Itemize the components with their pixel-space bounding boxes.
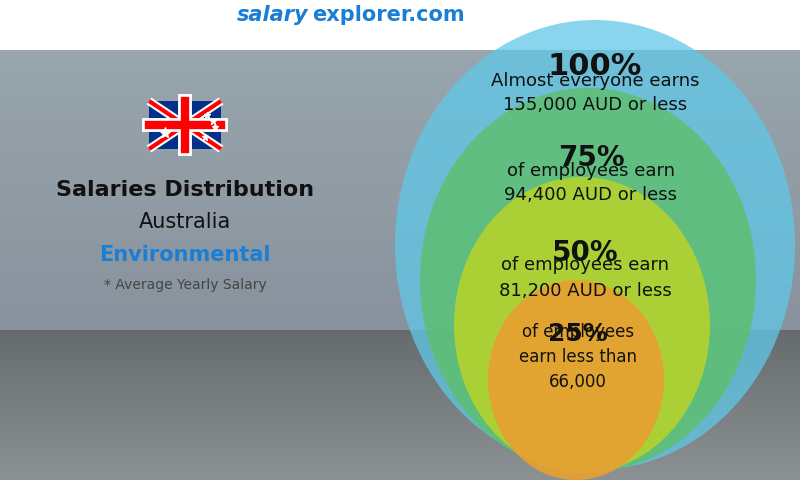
- Text: Salaries Distribution: Salaries Distribution: [56, 180, 314, 200]
- Ellipse shape: [420, 88, 756, 472]
- FancyBboxPatch shape: [149, 101, 221, 149]
- Text: 25%: 25%: [548, 322, 608, 346]
- Text: salary: salary: [236, 5, 308, 25]
- Text: * Average Yearly Salary: * Average Yearly Salary: [104, 278, 266, 292]
- Ellipse shape: [395, 20, 795, 470]
- Text: of employees
earn less than
66,000: of employees earn less than 66,000: [519, 323, 637, 391]
- Ellipse shape: [454, 177, 710, 473]
- Text: of employees earn
81,200 AUD or less: of employees earn 81,200 AUD or less: [498, 256, 671, 300]
- FancyBboxPatch shape: [0, 0, 800, 30]
- Text: Environmental: Environmental: [99, 245, 270, 265]
- Text: Australia: Australia: [139, 212, 231, 232]
- Text: explorer.com: explorer.com: [312, 5, 465, 25]
- Ellipse shape: [488, 280, 664, 480]
- Text: Almost everyone earns
155,000 AUD or less: Almost everyone earns 155,000 AUD or les…: [490, 72, 699, 115]
- Text: 75%: 75%: [558, 144, 624, 172]
- Text: 100%: 100%: [548, 52, 642, 81]
- Text: 50%: 50%: [552, 239, 618, 267]
- Text: of employees earn
94,400 AUD or less: of employees earn 94,400 AUD or less: [505, 161, 678, 204]
